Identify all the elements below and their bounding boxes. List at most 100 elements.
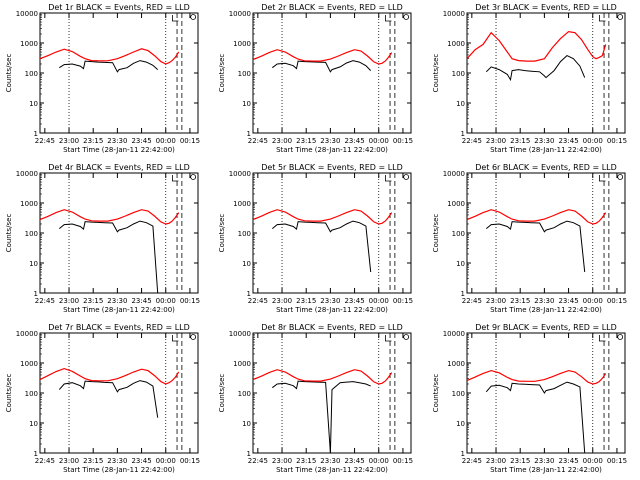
y-tick-label: 10000 [229, 330, 251, 338]
flag-bracket-icon [385, 335, 392, 342]
x-tick-label: 23:30 [107, 137, 127, 145]
series-line-lld [252, 209, 393, 225]
x-axis-label: Start Time (28-Jan-11 22:42:00) [276, 146, 388, 154]
x-tick-label: 23:15 [510, 137, 530, 145]
y-tick-label: 1 [461, 290, 465, 298]
x-tick-label: 23:45 [344, 457, 364, 465]
x-tick-label: 23:45 [131, 137, 151, 145]
flag-circle-icon [403, 174, 410, 180]
y-tick-label: 10000 [443, 170, 465, 178]
y-tick-label: 1 [247, 130, 251, 138]
x-tick-label: 22:45 [462, 297, 482, 305]
y-tick-label: 100 [452, 390, 465, 398]
x-tick-label: 23:30 [320, 457, 340, 465]
panel-title: Det 5r BLACK = Events, RED = LLD [261, 163, 403, 172]
x-tick-label: 23:30 [534, 137, 554, 145]
x-tick-label: 23:30 [534, 297, 554, 305]
y-tick-label: 1 [461, 130, 465, 138]
x-tick-label: 23:00 [486, 457, 506, 465]
y-tick-label: 10 [456, 260, 465, 268]
x-tick-label: 23:30 [320, 297, 340, 305]
x-tick-label: 23:45 [131, 297, 151, 305]
chart-panel-det-7r: Det 7r BLACK = Events, RED = LLD 1 10 100 10… [5, 323, 200, 474]
flag-circle-icon [403, 14, 410, 20]
y-axis-label: Counts/sec [5, 374, 13, 413]
flag-bracket-icon [599, 175, 606, 182]
y-tick-label: 10000 [229, 10, 251, 18]
y-tick-label: 1 [34, 450, 38, 458]
y-axis-label: Counts/sec [218, 54, 226, 93]
y-tick-label: 1 [461, 450, 465, 458]
y-tick-label: 100 [452, 230, 465, 238]
x-tick-label: 22:45 [462, 457, 482, 465]
y-tick-label: 10 [456, 420, 465, 428]
flag-circle-icon [190, 174, 197, 180]
series-line-events [59, 60, 159, 73]
x-tick-label: 22:45 [35, 297, 55, 305]
flag-bracket-icon [599, 335, 606, 342]
x-tick-label: 23:00 [59, 137, 79, 145]
plot-frame [252, 12, 412, 134]
x-axis-label: Start Time (28-Jan-11 22:42:00) [276, 466, 388, 474]
y-tick-label: 10000 [16, 10, 38, 18]
x-tick-label: 23:15 [83, 457, 103, 465]
series-line-events [271, 220, 372, 273]
x-tick-label: 00:00 [156, 137, 176, 145]
panel-title: Det 1r BLACK = Events, RED = LLD [48, 3, 190, 12]
plot-frame [466, 332, 626, 454]
y-axis-label: Counts/sec [432, 54, 440, 93]
panel-title: Det 4r BLACK = Events, RED = LLD [48, 163, 190, 172]
plot-frame [39, 12, 199, 134]
y-tick-label: 1000 [447, 360, 465, 368]
plot-frame [466, 172, 626, 294]
y-tick-label: 10000 [16, 170, 38, 178]
x-tick-label: 00:00 [369, 137, 389, 145]
y-axis-label: Counts/sec [5, 54, 13, 93]
x-tick-label: 23:00 [486, 297, 506, 305]
y-tick-label: 100 [25, 70, 38, 78]
y-tick-label: 1 [34, 290, 38, 298]
x-tick-label: 23:45 [558, 457, 578, 465]
series-line-lld [466, 369, 607, 385]
y-tick-label: 100 [238, 70, 251, 78]
plot-frame [466, 12, 626, 134]
x-tick-label: 00:15 [607, 457, 627, 465]
x-tick-label: 22:45 [248, 137, 268, 145]
y-tick-label: 10000 [443, 330, 465, 338]
x-tick-label: 22:45 [248, 457, 268, 465]
plot-frame [252, 172, 412, 294]
flag-bracket-icon [172, 175, 179, 182]
series-line-events [485, 55, 586, 82]
y-tick-label: 1000 [20, 360, 38, 368]
y-tick-label: 10 [242, 260, 251, 268]
x-tick-label: 00:15 [393, 297, 413, 305]
panel-title: Det 2r BLACK = Events, RED = LLD [261, 3, 403, 12]
x-tick-label: 22:45 [248, 297, 268, 305]
plot-frame [39, 332, 199, 454]
x-tick-label: 23:30 [320, 137, 340, 145]
chart-panel-det-3r: Det 3r BLACK = Events, RED = LLD 1 10 100 10… [432, 3, 627, 154]
chart-panel-det-4r: Det 4r BLACK = Events, RED = LLD 1 10 100 10… [5, 163, 200, 314]
y-tick-label: 10000 [443, 10, 465, 18]
x-axis-label: Start Time (28-Jan-11 22:42:00) [490, 146, 602, 154]
y-tick-label: 10 [29, 260, 38, 268]
series-line-lld [39, 367, 180, 385]
plot-frame [39, 172, 199, 294]
y-tick-label: 1000 [20, 200, 38, 208]
y-tick-label: 1 [247, 290, 251, 298]
flag-bracket-icon [172, 335, 179, 342]
x-tick-label: 23:30 [107, 297, 127, 305]
x-tick-label: 00:15 [180, 297, 200, 305]
x-tick-label: 22:45 [462, 137, 482, 145]
x-tick-label: 23:45 [558, 137, 578, 145]
y-tick-label: 10 [456, 100, 465, 108]
y-axis-label: Counts/sec [432, 214, 440, 253]
x-tick-label: 23:15 [83, 137, 103, 145]
series-line-events [485, 381, 586, 454]
panel-title: Det 7r BLACK = Events, RED = LLD [48, 323, 190, 332]
x-tick-label: 23:45 [344, 137, 364, 145]
y-tick-label: 1000 [233, 360, 251, 368]
y-tick-label: 1000 [233, 40, 251, 48]
y-tick-label: 100 [238, 390, 251, 398]
flag-bracket-icon [385, 175, 392, 182]
